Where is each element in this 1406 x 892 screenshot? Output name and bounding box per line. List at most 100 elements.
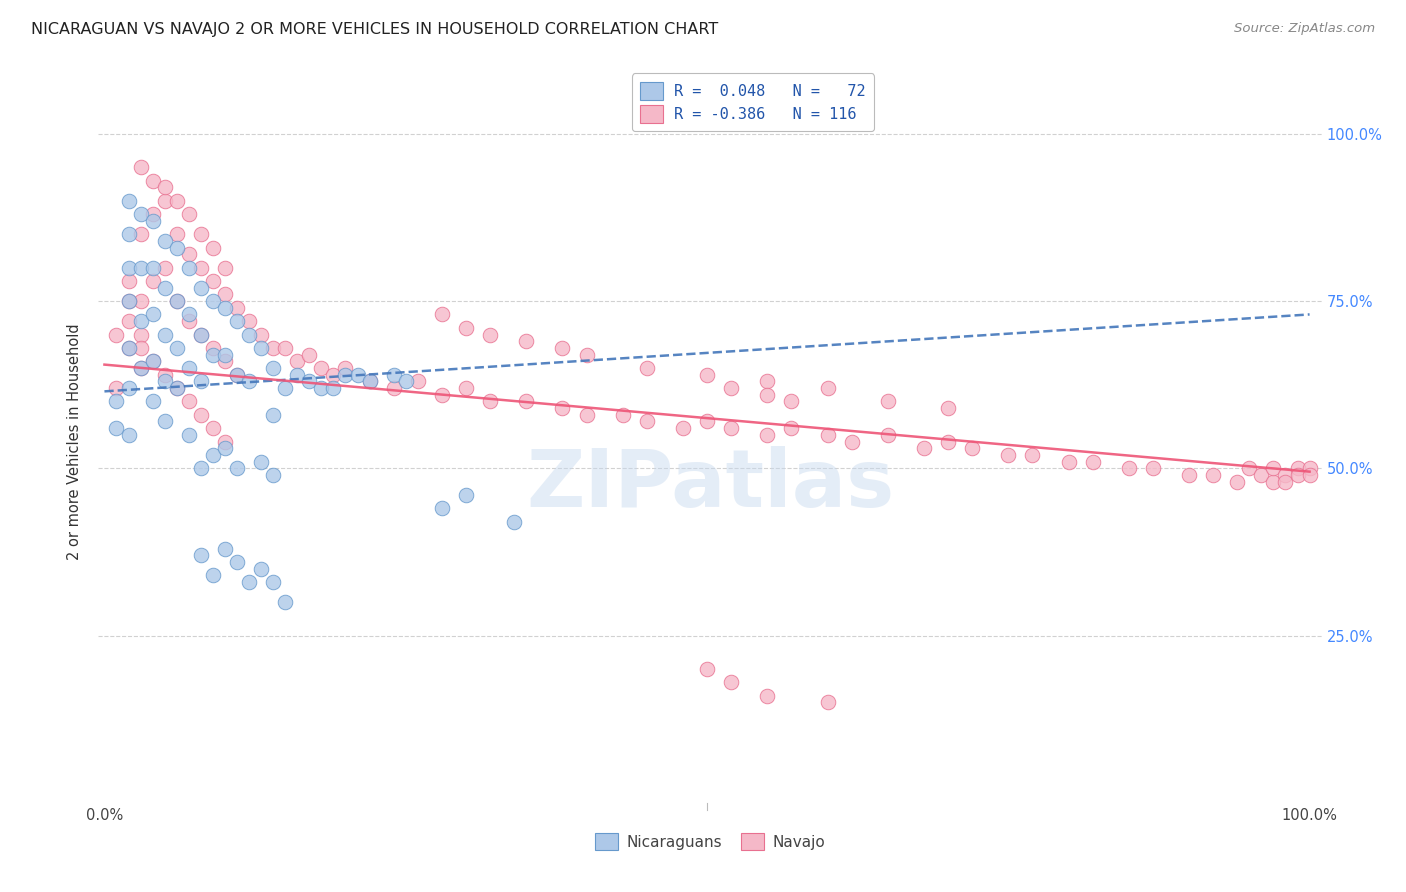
- Point: [214, 434, 236, 449]
- Point: [166, 381, 188, 395]
- Point: [551, 341, 574, 355]
- Point: [214, 354, 236, 368]
- Point: [142, 354, 165, 368]
- Point: [226, 314, 249, 328]
- Point: [720, 381, 742, 395]
- Point: [515, 334, 537, 349]
- Point: [105, 381, 128, 395]
- Point: [142, 274, 165, 288]
- Point: [153, 234, 176, 248]
- Point: [166, 381, 188, 395]
- Point: [129, 294, 152, 309]
- Point: [166, 227, 188, 242]
- Text: Source: ZipAtlas.com: Source: ZipAtlas.com: [1234, 22, 1375, 36]
- Point: [817, 696, 839, 710]
- Point: [1274, 467, 1296, 482]
- Point: [1226, 475, 1249, 489]
- Point: [214, 442, 236, 455]
- Point: [250, 562, 273, 576]
- Point: [153, 368, 176, 382]
- Point: [430, 387, 453, 401]
- Point: [129, 327, 152, 342]
- Point: [238, 314, 260, 328]
- Point: [226, 301, 249, 315]
- Point: [153, 375, 176, 389]
- Point: [262, 361, 284, 376]
- Point: [142, 173, 165, 188]
- Point: [1263, 461, 1285, 475]
- Point: [382, 381, 405, 395]
- Point: [515, 394, 537, 409]
- Point: [430, 501, 453, 516]
- Point: [226, 368, 249, 382]
- Point: [142, 207, 165, 221]
- Point: [214, 301, 236, 315]
- Point: [153, 260, 176, 275]
- Point: [117, 260, 139, 275]
- Point: [117, 227, 139, 242]
- Point: [274, 595, 297, 609]
- Y-axis label: 2 or more Vehicles in Household: 2 or more Vehicles in Household: [67, 323, 83, 560]
- Point: [214, 260, 236, 275]
- Point: [1021, 448, 1043, 462]
- Point: [177, 361, 200, 376]
- Point: [250, 327, 273, 342]
- Point: [166, 294, 188, 309]
- Point: [382, 368, 405, 382]
- Point: [238, 375, 260, 389]
- Point: [756, 375, 779, 389]
- Point: [274, 341, 297, 355]
- Point: [1263, 475, 1285, 489]
- Point: [190, 548, 212, 563]
- Point: [311, 361, 333, 376]
- Point: [117, 274, 139, 288]
- Point: [696, 414, 718, 429]
- Point: [274, 381, 297, 395]
- Point: [960, 442, 983, 455]
- Point: [1081, 455, 1104, 469]
- Point: [166, 194, 188, 208]
- Point: [226, 555, 249, 569]
- Point: [817, 381, 839, 395]
- Point: [129, 260, 152, 275]
- Point: [166, 241, 188, 255]
- Point: [201, 294, 224, 309]
- Point: [190, 260, 212, 275]
- Point: [166, 341, 188, 355]
- Point: [129, 161, 152, 175]
- Point: [479, 327, 502, 342]
- Point: [936, 434, 959, 449]
- Point: [262, 575, 284, 590]
- Point: [105, 421, 128, 435]
- Point: [1202, 467, 1225, 482]
- Point: [177, 427, 200, 442]
- Point: [201, 274, 224, 288]
- Point: [153, 327, 176, 342]
- Point: [298, 375, 321, 389]
- Point: [117, 314, 139, 328]
- Point: [117, 294, 139, 309]
- Point: [177, 207, 200, 221]
- Point: [551, 401, 574, 416]
- Point: [1142, 461, 1164, 475]
- Point: [912, 442, 935, 455]
- Point: [201, 448, 224, 462]
- Point: [117, 194, 139, 208]
- Point: [454, 321, 477, 335]
- Point: [1239, 461, 1261, 475]
- Point: [153, 414, 176, 429]
- Point: [129, 341, 152, 355]
- Point: [129, 314, 152, 328]
- Point: [359, 375, 381, 389]
- Point: [190, 327, 212, 342]
- Point: [756, 387, 779, 401]
- Point: [1057, 455, 1080, 469]
- Point: [201, 341, 224, 355]
- Point: [129, 227, 152, 242]
- Point: [298, 348, 321, 362]
- Point: [997, 448, 1019, 462]
- Point: [117, 381, 139, 395]
- Point: [142, 354, 165, 368]
- Point: [503, 515, 526, 529]
- Point: [322, 368, 344, 382]
